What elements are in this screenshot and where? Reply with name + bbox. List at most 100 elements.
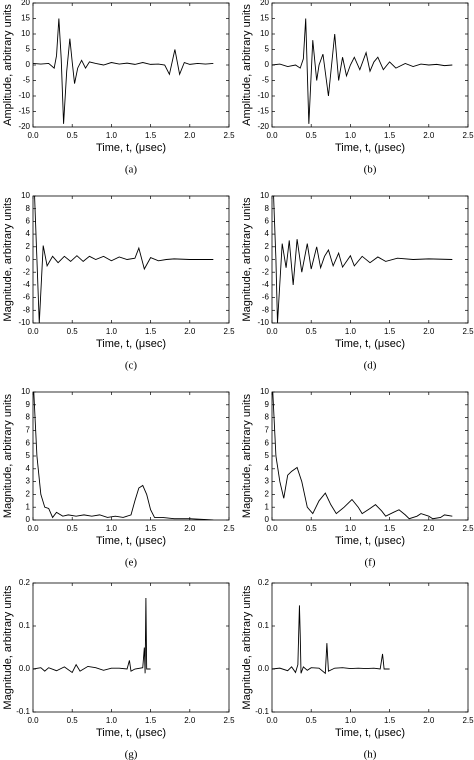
x-axis-label: Time, t, (μsec) — [96, 535, 166, 547]
panel: -20 -15 -10 -5 0 5 10 15 20 0.0 0.5 1.0 1.5 2.0 2.5 Tim… — [241, 0, 474, 176]
x-tick-label: 1.0 — [345, 716, 357, 725]
panel-caption: (e) — [125, 557, 138, 569]
y-tick-label: 15 — [21, 14, 30, 23]
x-axis-label: Time, t, (μsec) — [335, 338, 405, 350]
y-tick-label: -8 — [23, 305, 31, 314]
y-tick-label: 7 — [265, 426, 270, 435]
y-tick-label: -8 — [262, 305, 270, 314]
y-tick-label: -6 — [262, 293, 270, 302]
x-tick-label: 2.5 — [462, 716, 474, 725]
waveform — [33, 18, 214, 124]
panel-caption: (d) — [364, 360, 377, 372]
x-axis-label: Time, t, (μsec) — [96, 727, 166, 739]
y-tick-label: -10 — [257, 91, 269, 100]
y-axis-label: Magnitude, arbitrary units — [241, 585, 253, 710]
x-tick-label: 1.5 — [384, 327, 396, 336]
y-tick-label: -2 — [262, 267, 270, 276]
panel: -10 -8 -6 -4 -2 0 2 4 6 8 10 0.0 0.5 1.0 1.5 2.0 2.5 Time… — [2, 191, 235, 371]
x-tick-label: 2.0 — [423, 524, 435, 533]
y-tick-label: -10 — [18, 318, 30, 327]
y-tick-label: 0.1 — [19, 621, 31, 630]
y-tick-label: -4 — [23, 280, 31, 289]
waveform — [272, 392, 453, 520]
panel: 0 1 2 3 4 5 6 7 8 9 10 0.0 0.5 1.0 1.5 2.0 2.5 Time, t, (… — [2, 387, 235, 568]
x-tick-label: 2.0 — [184, 131, 196, 140]
y-tick-label: 0 — [26, 60, 31, 69]
x-axis-label: Time, t, (μsec) — [335, 142, 405, 154]
x-tick-label: 2.5 — [223, 524, 235, 533]
x-tick-label: 0.0 — [266, 131, 278, 140]
x-tick-label: 2.5 — [223, 716, 235, 725]
y-tick-label: 0 — [265, 515, 270, 524]
y-tick-label: 20 — [260, 0, 269, 7]
x-tick-label: 2.5 — [223, 327, 235, 336]
x-tick-label: 0.5 — [306, 131, 318, 140]
y-tick-label: 3 — [265, 477, 270, 486]
x-tick-label: 2.0 — [423, 327, 435, 336]
waveform — [273, 196, 453, 323]
plot-frame — [271, 195, 469, 324]
y-tick-label: 10 — [260, 29, 269, 38]
panel: -20 -15 -10 -5 0 5 10 15 20 0.0 0.5 1.0 1.5 2.0 2.5 Tim… — [2, 0, 235, 176]
y-tick-label: 8 — [265, 204, 270, 213]
x-tick-label: 0.0 — [266, 716, 278, 725]
y-tick-label: 5 — [265, 451, 270, 460]
y-tick-label: -2 — [23, 267, 31, 276]
waveform — [33, 598, 151, 674]
x-tick-label: 1.5 — [145, 524, 157, 533]
x-tick-label: 2.0 — [184, 327, 196, 336]
y-axis-label: Magnitude, arbitrary units — [2, 197, 14, 322]
x-tick-label: 2.5 — [462, 131, 474, 140]
x-tick-label: 0.5 — [306, 716, 318, 725]
x-axis-label: Time, t, (μsec) — [96, 338, 166, 350]
y-tick-label: -0.1 — [255, 707, 269, 716]
x-axis-label: Time, t, (μsec) — [335, 535, 405, 547]
y-tick-label: 5 — [265, 45, 270, 54]
plot-frame — [271, 391, 469, 521]
x-tick-label: 1.5 — [145, 327, 157, 336]
x-tick-label: 0.5 — [306, 327, 318, 336]
x-tick-label: 1.0 — [345, 524, 357, 533]
y-tick-label: -0.1 — [16, 707, 30, 716]
y-tick-label: 0.2 — [19, 578, 31, 587]
y-tick-label: 15 — [260, 14, 269, 23]
y-tick-label: 9 — [26, 400, 31, 409]
plot-frame — [32, 2, 230, 128]
y-tick-label: 1 — [26, 502, 31, 511]
y-tick-label: 0 — [26, 515, 31, 524]
x-tick-label: 0.0 — [27, 131, 39, 140]
x-tick-label: 0.5 — [67, 716, 79, 725]
x-tick-label: 0.0 — [266, 524, 278, 533]
panel: -10 -8 -6 -4 -2 0 2 4 6 8 10 0.0 0.5 1.0 1.5 2.0 2.5 Time… — [241, 191, 474, 371]
x-tick-label: 1.0 — [106, 524, 118, 533]
y-tick-label: 6 — [265, 217, 270, 226]
x-tick-label: 2.0 — [184, 524, 196, 533]
y-tick-label: 8 — [265, 413, 270, 422]
panel-caption: (c) — [125, 360, 138, 372]
panel-caption: (h) — [364, 749, 377, 760]
y-tick-label: -10 — [18, 91, 30, 100]
y-tick-label: -15 — [18, 107, 30, 116]
plot-frame — [271, 582, 469, 713]
y-tick-label: 8 — [26, 204, 31, 213]
x-tick-label: 1.5 — [145, 131, 157, 140]
x-axis-label: Time, t, (μsec) — [335, 727, 405, 739]
y-tick-label: 20 — [21, 0, 30, 7]
y-tick-label: -20 — [18, 122, 30, 131]
x-tick-label: 1.0 — [345, 131, 357, 140]
y-axis-label: Amplitude, arbitrary units — [241, 4, 253, 126]
y-tick-label: -5 — [23, 76, 31, 85]
y-tick-label: -20 — [257, 122, 269, 131]
y-axis-label: Magnitude, arbitrary units — [2, 585, 14, 710]
y-tick-label: 8 — [26, 413, 31, 422]
x-tick-label: 1.0 — [106, 131, 118, 140]
panel-caption: (g) — [125, 749, 138, 760]
y-axis-label: Magnitude, arbitrary units — [241, 393, 253, 518]
y-tick-label: -10 — [257, 318, 269, 327]
x-tick-label: 2.5 — [462, 327, 474, 336]
waveform — [272, 605, 390, 675]
x-tick-label: 1.0 — [345, 327, 357, 336]
y-axis-label: Amplitude, arbitrary units — [2, 4, 14, 126]
waveform — [34, 196, 214, 323]
